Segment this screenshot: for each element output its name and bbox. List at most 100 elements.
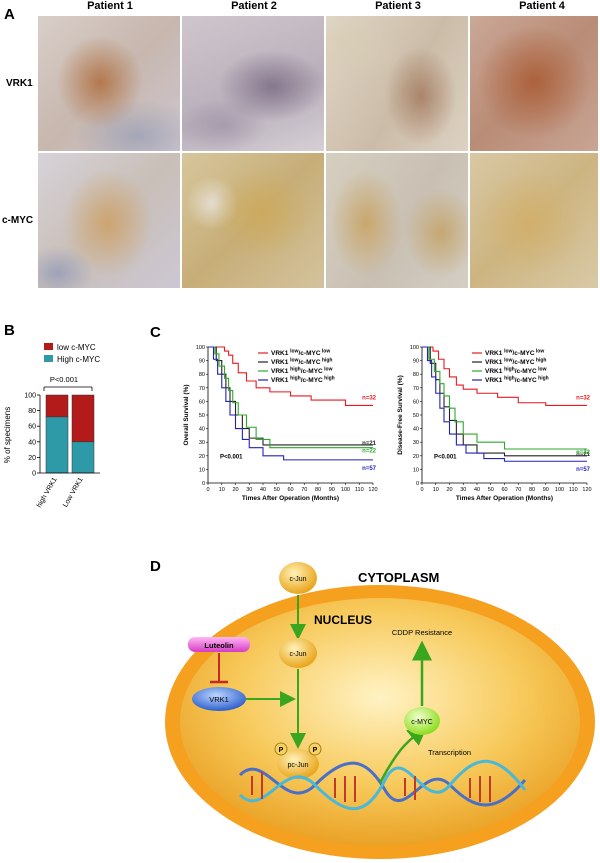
legend-label: VRK1 low/c-MYC high xyxy=(271,358,332,367)
legend-label: VRK1 high/c-MYC low xyxy=(271,367,333,376)
bar-high-c-myc-0 xyxy=(45,416,69,474)
legend-label-high-cmyc: High c-MYC xyxy=(57,355,100,364)
bar-low-c-myc-0 xyxy=(45,394,69,418)
survival-plot-2: 0 10 20 30 40 50 60 70 80 90 100 0 10 20 30 40 50 60 70 80 9… xyxy=(397,345,592,502)
luteolin-label: Luteolin xyxy=(204,641,234,650)
phosphate-right-label: P xyxy=(313,747,318,754)
x-tick-label: 50 xyxy=(274,487,280,493)
n-label-2: n=21 xyxy=(576,452,591,458)
legend-label: VRK1 low/c-MYC low xyxy=(485,349,544,358)
bar-high-c-myc-1 xyxy=(71,441,95,474)
n-label-3: n=22 xyxy=(362,449,377,455)
y-tick-label: 60 xyxy=(413,399,419,405)
x-tick-label: 110 xyxy=(355,487,364,493)
micrograph-vrk1-patient-4 xyxy=(470,16,598,151)
column-header-patient-3: Patient 3 xyxy=(375,0,421,12)
row-header-vrk1: VRK1 xyxy=(6,78,33,89)
bar-low-c-myc-1 xyxy=(71,394,95,443)
x-tick-label: 10 xyxy=(433,487,439,493)
micrograph-cmyc-patient-1 xyxy=(38,153,180,288)
x-tick-label: 30 xyxy=(460,487,466,493)
panel-b-ylabel: % of specimens xyxy=(3,407,12,463)
x-tick-label: 0 xyxy=(206,487,209,493)
y-axis-label: Disease-Free Survival (%) xyxy=(397,375,404,454)
pvalue-label: P<0.001 xyxy=(220,455,243,461)
y-tick-label: 100 xyxy=(196,345,205,351)
legend-swatch-low-cmyc xyxy=(44,343,53,350)
y-tick-label: 20 xyxy=(413,454,419,460)
y-tick-label: 90 xyxy=(199,359,205,365)
y-tick-label: 0 xyxy=(416,481,419,487)
panel-b-chart: low c-MYC High c-MYC P<0.001 high VRK1 Lo… xyxy=(3,343,100,509)
legend-label: VRK1 high/c-MYC high xyxy=(485,376,549,385)
panel-b-label: B xyxy=(4,322,15,339)
pvalue-label: P<0.001 xyxy=(434,455,457,461)
legend-label-low-cmyc: low c-MYC xyxy=(57,343,96,352)
survival-curve-3 xyxy=(208,346,373,449)
x-tick-label: 80 xyxy=(529,487,535,493)
x-tick-label: 50 xyxy=(488,487,494,493)
survival-plot-1: 0 10 20 30 40 50 60 70 80 90 100 0 10 20 30 40 50 60 70 80 9… xyxy=(183,345,378,502)
x-tick-label: 70 xyxy=(301,487,307,493)
y-tick-label: 40 xyxy=(413,427,419,433)
legend-label: VRK1 low/c-MYC high xyxy=(485,358,546,367)
micrograph-vrk1-patient-2 xyxy=(182,16,324,151)
luteolin-node xyxy=(188,637,250,652)
x-tick-label: 40 xyxy=(260,487,266,493)
micrograph-vrk1-patient-3 xyxy=(326,16,468,151)
n-label-4: n=57 xyxy=(576,467,591,473)
y-tick-label: 50 xyxy=(199,413,205,419)
category-label: Low VRK1 xyxy=(62,476,85,508)
pcjun-label: pc-Jun xyxy=(287,762,308,769)
legend-label: VRK1 high/c-MYC high xyxy=(271,376,335,385)
column-header-patient-2: Patient 2 xyxy=(231,0,277,12)
phosphate-right xyxy=(308,742,322,756)
panel-b-pvalue: P<0.001 xyxy=(50,375,78,384)
category-label: high VRK1 xyxy=(36,476,59,509)
cjun-nucleus-label: c-Jun xyxy=(289,651,306,658)
significance-bracket xyxy=(43,386,93,391)
y-axis-label: Overall Survival (%) xyxy=(183,384,190,445)
survival-curve-4 xyxy=(208,346,373,461)
legend-swatch-high-cmyc xyxy=(44,355,53,362)
x-tick-label: 30 xyxy=(246,487,252,493)
y-tick-label: 10 xyxy=(413,467,419,473)
cjun-cytoplasm-label: c-Jun xyxy=(289,576,306,583)
vrk1-label: VRK1 xyxy=(209,695,229,704)
survival-curve-3 xyxy=(422,346,587,450)
y-tick-label: 30 xyxy=(199,440,205,446)
x-tick-label: 90 xyxy=(329,487,335,493)
x-tick-label: 60 xyxy=(501,487,507,493)
micrograph-cmyc-patient-3 xyxy=(326,153,468,288)
y-tick-label: 40 xyxy=(28,439,36,446)
y-tick-label: 10 xyxy=(199,467,205,473)
n-label-2: n=21 xyxy=(362,441,377,447)
y-tick-label: 0 xyxy=(32,471,36,478)
legend-label: VRK1 low/c-MYC low xyxy=(271,349,330,358)
y-tick-label: 80 xyxy=(199,372,205,378)
y-tick-label: 30 xyxy=(413,440,419,446)
survival-curve-1 xyxy=(208,346,373,407)
y-tick-label: 80 xyxy=(28,408,36,415)
row-header-cmyc: c-MYC xyxy=(2,215,34,226)
x-tick-label: 20 xyxy=(232,487,238,493)
y-tick-label: 90 xyxy=(413,359,419,365)
survival-curve-4 xyxy=(422,346,587,462)
legend-label: VRK1 high/c-MYC low xyxy=(485,367,547,376)
survival-curve-2 xyxy=(422,346,587,457)
survival-curve-2 xyxy=(208,346,373,446)
x-tick-label: 60 xyxy=(287,487,293,493)
column-header-patient-1: Patient 1 xyxy=(87,0,133,12)
panel-d-label: D xyxy=(150,558,161,575)
y-tick-label: 0 xyxy=(202,481,205,487)
cmyc-label: c-MYC xyxy=(411,719,432,726)
x-tick-label: 10 xyxy=(219,487,225,493)
cytoplasm-label: CYTOPLASM xyxy=(358,570,439,585)
micrograph-cmyc-patient-2 xyxy=(182,153,324,288)
y-tick-label: 20 xyxy=(199,454,205,460)
dna-helix xyxy=(238,759,527,811)
cmyc-node xyxy=(404,707,440,735)
x-axis-label: Times After Operation (Months) xyxy=(242,495,339,502)
phosphate-left xyxy=(274,742,288,756)
x-tick-label: 40 xyxy=(474,487,480,493)
